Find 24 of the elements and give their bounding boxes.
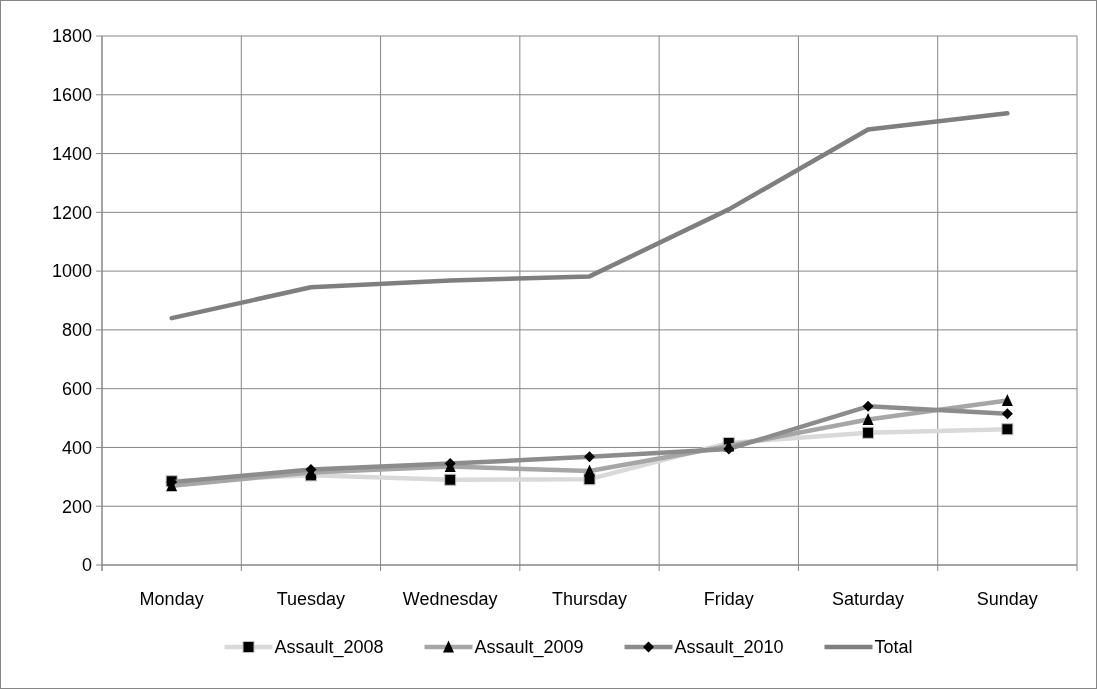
legend-label: Assault_2008 xyxy=(274,637,384,659)
point xyxy=(1001,423,1014,436)
y-tick-label: 1600 xyxy=(51,85,92,106)
point xyxy=(862,426,875,439)
legend-label: Assault_2010 xyxy=(674,637,784,659)
x-tick-label: Tuesday xyxy=(276,589,346,609)
point xyxy=(444,473,457,486)
y-tick-label: 400 xyxy=(61,437,92,458)
x-tick-label: Sunday xyxy=(976,589,1038,609)
y-tick-label: 0 xyxy=(81,555,92,576)
y-tick-label: 1000 xyxy=(51,261,92,282)
y-tick-label: 200 xyxy=(61,496,92,517)
y-tick-label: 600 xyxy=(61,378,92,399)
y-tick-label: 1400 xyxy=(51,143,92,164)
y-tick-label: 1800 xyxy=(51,26,92,47)
x-tick-label: Friday xyxy=(703,589,754,609)
x-tick-label: Monday xyxy=(139,589,204,609)
x-tick-label: Wednesday xyxy=(402,589,498,609)
legend-label: Assault_2009 xyxy=(474,637,584,659)
y-tick-label: 1200 xyxy=(51,202,92,223)
x-tick-label: Saturday xyxy=(832,589,905,609)
legend-label: Total xyxy=(874,637,913,658)
y-tick-label: 800 xyxy=(61,320,92,341)
x-tick-label: Thursday xyxy=(551,589,628,609)
